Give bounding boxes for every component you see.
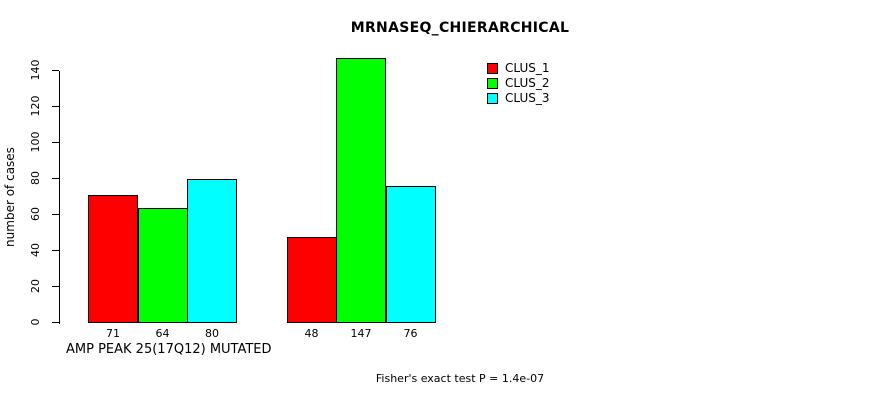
bar-clus_2-group1 [137,208,188,323]
legend-swatch-clus_2 [487,78,498,89]
y-tick-label: 80 [29,171,42,185]
y-tick-label: 0 [29,318,42,326]
legend-label: CLUS_3 [505,91,550,105]
bar-clus_3-group1 [187,179,237,323]
bar-clus_1-group2 [286,237,337,323]
y-tick-label: 140 [29,59,42,81]
legend-swatch-clus_1 [487,63,498,74]
x-axis-label: AMP PEAK 25(17Q12) MUTATED [66,342,272,357]
bar-value-label: 147 [350,327,372,340]
y-axis-label: number of cases [3,147,17,247]
legend: CLUS_1 CLUS_2 CLUS_3 [487,61,550,106]
y-tick-label: 120 [29,95,42,117]
y-tick-label: 60 [29,207,42,221]
y-tick-mark [52,322,59,323]
bar-clus_1-group1 [88,195,138,323]
legend-swatch-clus_3 [487,93,498,104]
y-tick-mark [52,286,59,287]
fisher-test-annotation: Fisher's exact test P = 1.4e-07 [375,372,545,385]
chart-title: MRNASEQ_CHIERARCHICAL [350,20,570,36]
y-tick-label: 100 [29,131,42,153]
bar-clus_2-group2 [336,58,386,323]
y-tick-mark [52,250,59,251]
legend-item-clus_1: CLUS_1 [487,61,550,76]
y-tick-mark [52,106,59,107]
y-tick-mark [52,70,59,71]
legend-item-clus_3: CLUS_3 [487,91,550,106]
bar-value-label: 80 [205,327,219,340]
y-tick-label: 40 [29,243,42,257]
bar-clus_3-group2 [385,186,436,323]
y-tick-mark [52,142,59,143]
legend-label: CLUS_2 [505,76,550,90]
y-tick-label: 20 [29,279,42,293]
y-axis-line [59,71,60,324]
bar-value-label: 64 [155,327,170,340]
y-tick-mark [52,178,59,179]
legend-item-clus_2: CLUS_2 [487,76,550,91]
legend-label: CLUS_1 [505,61,550,75]
bar-value-label: 48 [304,327,319,340]
bar-value-label: 71 [106,327,120,340]
y-tick-mark [52,214,59,215]
bar-value-label: 76 [403,327,418,340]
